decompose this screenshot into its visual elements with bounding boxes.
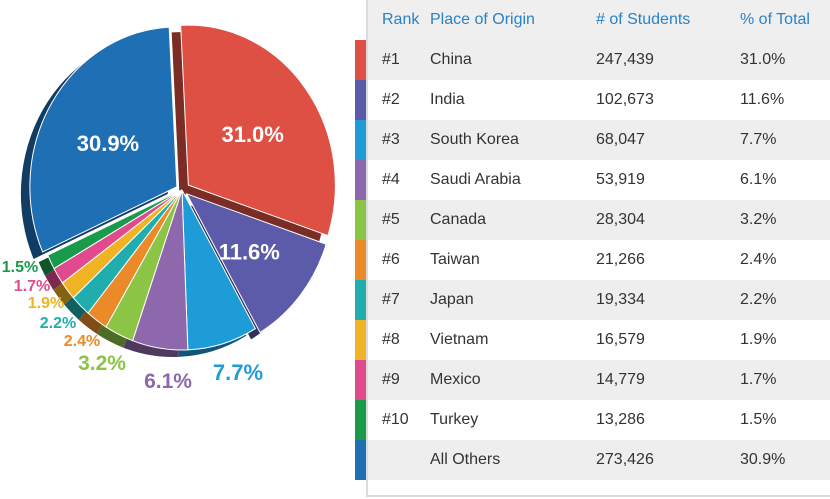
cell-rank: #6 <box>382 251 400 268</box>
table-row: #9 Mexico 14,779 1.7% <box>368 360 830 400</box>
cell-pct: 2.4% <box>740 251 777 268</box>
cell-students: 102,673 <box>596 91 654 108</box>
cell-rank: #2 <box>382 91 400 108</box>
cell-rank: #10 <box>382 411 409 428</box>
cell-origin: South Korea <box>430 131 519 148</box>
table-row: #2 India 102,673 11.6% <box>368 80 830 120</box>
pie-slice-label: 1.9% <box>28 295 64 312</box>
table-row: All Others 273,426 30.9% <box>368 440 830 480</box>
row-color-strip <box>355 40 366 480</box>
cell-origin: India <box>430 91 465 108</box>
cell-students: 28,304 <box>596 211 645 228</box>
cell-students: 19,334 <box>596 291 645 308</box>
cell-pct: 1.9% <box>740 331 777 348</box>
table-row: #7 Japan 19,334 2.2% <box>368 280 830 320</box>
pie-chart: 31.0% 11.6% 7.7% 6.1% 3.2% 2.4% 2.2% 1.9% 1.7% 1.… <box>0 0 350 499</box>
cell-origin: Vietnam <box>430 331 489 348</box>
table-row: #8 Vietnam 16,579 1.9% <box>368 320 830 360</box>
header-rank: Rank <box>382 11 420 28</box>
pie-slice-india <box>185 192 327 334</box>
table-row: #5 Canada 28,304 3.2% <box>368 200 830 240</box>
row-color-swatch <box>355 280 366 320</box>
pie-slice-label: 1.7% <box>14 278 50 295</box>
pie-slice-label: 3.2% <box>78 352 126 375</box>
cell-students: 21,266 <box>596 251 645 268</box>
cell-rank: #5 <box>382 211 400 228</box>
row-color-swatch <box>355 240 366 280</box>
table-row: #3 South Korea 68,047 7.7% <box>368 120 830 160</box>
cell-rank: #4 <box>382 171 400 188</box>
cell-origin: Canada <box>430 211 487 228</box>
pie-chart-svg: 31.0% 11.6% 7.7% 6.1% 3.2% 2.4%2.2% 1.9%1.7% 1.… <box>2 24 336 393</box>
cell-students: 13,286 <box>596 411 645 428</box>
row-color-swatch <box>355 440 366 480</box>
cell-students: 53,919 <box>596 171 645 188</box>
cell-rank: #1 <box>382 51 400 68</box>
cell-origin: Saudi Arabia <box>430 171 521 188</box>
row-color-swatch <box>355 120 366 160</box>
row-color-swatch <box>355 200 366 240</box>
pie-slice-label: 31.0% <box>221 122 283 147</box>
cell-origin: Turkey <box>430 411 479 428</box>
cell-origin: All Others <box>430 451 501 468</box>
pie-slice-label: 11.6% <box>219 239 280 264</box>
table-row: #1 China 247,439 31.0% <box>368 40 830 80</box>
row-color-swatch <box>355 320 366 360</box>
cell-students: 68,047 <box>596 131 645 148</box>
table-header: Rank Place of Origin # of Students % of … <box>368 0 830 40</box>
table-row: #10 Turkey 13,286 1.5% <box>368 400 830 440</box>
pie-slice-label: 7.7% <box>213 360 263 385</box>
cell-rank: #3 <box>382 131 400 148</box>
cell-students: 247,439 <box>596 51 654 68</box>
cell-students: 14,779 <box>596 371 645 388</box>
cell-pct: 3.2% <box>740 211 777 228</box>
table-body: #1 China 247,439 31.0% #2 India 102,673 11.6% #3… <box>368 40 830 480</box>
pie-slice-label: 30.9% <box>77 131 139 156</box>
cell-rank: #7 <box>382 291 400 308</box>
cell-origin: Japan <box>430 291 474 308</box>
table-row: #6 Taiwan 21,266 2.4% <box>368 240 830 280</box>
cell-origin: China <box>430 51 472 68</box>
row-color-swatch <box>355 80 366 120</box>
row-color-swatch <box>355 400 366 440</box>
row-color-swatch <box>355 160 366 200</box>
cell-pct: 6.1% <box>740 171 777 188</box>
cell-origin: Mexico <box>430 371 481 388</box>
cell-origin: Taiwan <box>430 251 480 268</box>
header-pct: % of Total <box>740 11 810 28</box>
pie-slice-label: 2.4% <box>64 333 100 350</box>
pie-slice-turkey <box>47 189 183 270</box>
cell-rank: #9 <box>382 371 400 388</box>
pie-slice-label: 1.5% <box>2 259 38 276</box>
students-table: Rank Place of Origin # of Students % of … <box>366 0 830 497</box>
cell-pct: 30.9% <box>740 451 786 468</box>
cell-pct: 1.5% <box>740 411 777 428</box>
pie-slice-china <box>180 24 336 237</box>
cell-pct: 7.7% <box>740 131 777 148</box>
cell-rank: #8 <box>382 331 400 348</box>
header-origin: Place of Origin <box>430 11 535 28</box>
row-color-swatch <box>355 40 366 80</box>
cell-students: 16,579 <box>596 331 645 348</box>
pie-slice-label: 2.2% <box>40 315 76 332</box>
cell-pct: 2.2% <box>740 291 777 308</box>
cell-pct: 1.7% <box>740 371 777 388</box>
cell-students: 273,426 <box>596 451 654 468</box>
cell-pct: 31.0% <box>740 51 786 68</box>
table-row: #4 Saudi Arabia 53,919 6.1% <box>368 160 830 200</box>
pie-slice-label: 6.1% <box>144 370 192 393</box>
cell-pct: 11.6% <box>740 91 785 108</box>
row-color-swatch <box>355 360 366 400</box>
header-students: # of Students <box>596 11 691 28</box>
pie-slice-all-others <box>29 26 178 253</box>
